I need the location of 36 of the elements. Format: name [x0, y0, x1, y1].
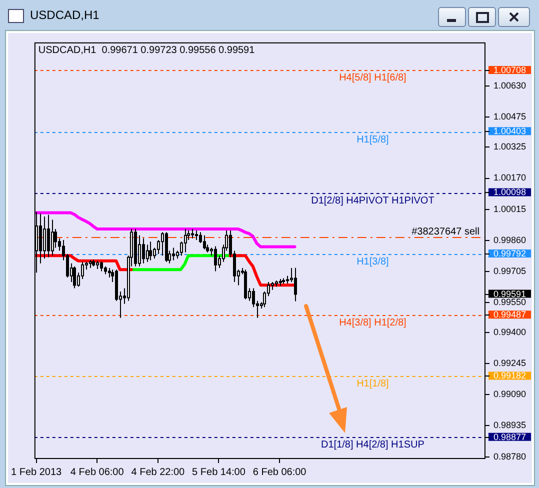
y-tick-label: 1.00708 — [493, 64, 526, 75]
y-tick-label: 0.98780 — [493, 451, 526, 462]
y-tick-label: 0.99487 — [493, 310, 526, 320]
y-tick-label: 0.99705 — [493, 266, 526, 276]
ref-line-label: H1[1/8] — [356, 378, 390, 390]
ref-line-label: H1[5/8] — [356, 134, 390, 146]
ref-line-label: #38237647 sell — [412, 226, 480, 238]
y-tick-label: 0.99860 — [493, 234, 526, 245]
y-tick-label: 0.98935 — [493, 420, 526, 430]
y-tick-label: 1.00098 — [493, 187, 526, 198]
y-tick-label: 1.00630 — [493, 80, 526, 91]
y-tick-label: 1.00170 — [493, 172, 526, 183]
x-tick-label: 5 Feb 14:00 — [192, 466, 246, 478]
y-tick-label: 0.99792 — [493, 248, 526, 258]
y-tick-label: 1.00015 — [493, 204, 526, 214]
y-tick-label: 0.99245 — [493, 358, 526, 368]
chart-title: USDCAD,H1 — [30, 8, 100, 22]
y-tick-label: 0.98877 — [493, 432, 526, 442]
ref-line-label: H1[3/8] — [356, 256, 390, 268]
ref-line-label: D1[2/8] H4PIVOT H1PIVOT — [311, 195, 434, 206]
y-tick-label: 0.99090 — [493, 389, 526, 400]
y-tick-label: 0.99550 — [493, 296, 526, 307]
y-tick-label: 0.99400 — [493, 327, 526, 338]
y-tick-label: 1.00325 — [493, 142, 526, 152]
y-tick-label: 0.99591 — [493, 288, 526, 299]
y-tick-label: 1.00403 — [493, 126, 526, 136]
ref-line-label: H4[3/8] H1[2/8] — [339, 317, 407, 328]
y-tick-label: 0.99182 — [493, 370, 526, 381]
chart-subtitle: USDCAD,H1 0.99671 0.99723 0.99556 0.99591 — [38, 45, 256, 56]
ref-line-label: H4[5/8] H1[6/8] — [339, 72, 407, 84]
x-tick-label: 4 Feb 06:00 — [70, 466, 124, 478]
x-tick-label: 1 Feb 2013 — [11, 466, 62, 478]
x-tick-label: 4 Feb 22:00 — [131, 466, 186, 478]
ref-line-label: D1[1/8] H4[2/8] H1SUP — [321, 439, 425, 450]
x-tick-label: 6 Feb 06:00 — [252, 466, 307, 478]
y-tick-label: 1.00475 — [493, 112, 526, 122]
